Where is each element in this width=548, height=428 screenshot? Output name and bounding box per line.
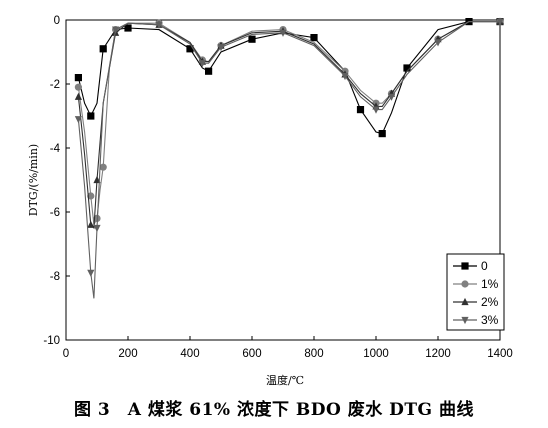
data-point-triangle-down	[155, 21, 163, 29]
plot-frame	[65, 19, 501, 341]
dtg-chart: 0 200 400 600 800 1000 1200 1400 0 -2 -4 -6 -8 -10 DT…	[27, 15, 513, 387]
data-point-square	[124, 24, 132, 32]
y-axis-label: DTG/(%/min)	[27, 144, 40, 216]
data-point-triangle-down	[74, 116, 82, 124]
y-tick-label: -6	[50, 207, 60, 219]
data-point-square	[356, 106, 365, 114]
data-point-square	[248, 35, 256, 43]
data-point-circle	[461, 280, 469, 288]
data-point-square	[87, 112, 95, 120]
y-tick-label: -2	[50, 79, 60, 91]
data-point-circle	[74, 83, 82, 91]
data-point-triangle-down	[496, 18, 504, 26]
data-point-square	[310, 34, 318, 42]
legend-box	[446, 253, 505, 331]
y-tick-label: -4	[50, 143, 61, 155]
data-point-triangle-up	[461, 297, 469, 306]
data-point-triangle-up	[74, 92, 82, 100]
legend-label: 0	[481, 259, 488, 273]
axes-layer: 0 200 400 600 800 1000 1200 1400 0 -2 -4 -6 -8 -10	[43, 15, 512, 360]
plot-border	[65, 19, 501, 341]
x-tick-label: 600	[242, 348, 261, 360]
data-point-triangle-down	[461, 316, 469, 325]
figure-caption: 图 3 A 煤浆 61% 浓度下 BDO 废水 DTG 曲线	[73, 400, 474, 420]
data-point-triangle-down	[341, 72, 349, 81]
x-tick-label: 0	[63, 348, 69, 360]
data-point-square	[99, 45, 107, 53]
data-point-triangle-down	[387, 93, 396, 101]
data-point-square	[205, 67, 213, 75]
data-point-square	[461, 262, 469, 270]
data-point-circle	[87, 192, 95, 200]
legend: 0 1% 2% 3%	[446, 253, 505, 331]
data-point-triangle-down	[217, 44, 225, 52]
legend-entry: 1%	[453, 277, 499, 291]
data-point-triangle-down	[434, 39, 442, 47]
series-4	[74, 18, 504, 299]
x-tick-label: 200	[118, 348, 137, 360]
data-point-triangle-down	[198, 60, 206, 68]
data-point-square	[403, 64, 411, 72]
x-tick-label: 1200	[425, 348, 451, 360]
series-line	[77, 21, 500, 135]
data-point-square	[186, 45, 194, 53]
y-tick-label: -10	[43, 335, 60, 347]
legend-label: 3%	[481, 313, 499, 327]
y-tick-label: -8	[50, 271, 60, 283]
series-line	[77, 21, 500, 299]
data-point-triangle-down	[93, 224, 101, 233]
series-layer	[74, 17, 504, 299]
series-2	[74, 18, 504, 227]
legend-entry: 2%	[453, 295, 499, 309]
y-tick-label: 0	[54, 15, 60, 27]
legend-entry: 0	[453, 259, 488, 273]
data-point-square	[74, 74, 82, 82]
data-point-triangle-down	[372, 106, 380, 114]
series-3	[74, 17, 504, 230]
x-tick-label: 400	[180, 348, 199, 360]
data-point-triangle-down	[279, 29, 287, 37]
legend-label: 1%	[481, 277, 499, 291]
data-point-triangle-down	[87, 269, 95, 277]
data-point-triangle-up	[87, 220, 95, 228]
legend-entry: 3%	[453, 313, 499, 327]
x-tick-label: 800	[304, 348, 323, 360]
x-tick-label: 1000	[363, 348, 389, 360]
x-axis-label: 温度/℃	[266, 373, 304, 387]
data-point-square	[378, 130, 386, 138]
x-tick-label: 1400	[487, 348, 513, 360]
series-line	[77, 21, 500, 230]
legend-label: 2%	[481, 295, 499, 309]
data-point-triangle-down	[112, 26, 120, 34]
data-point-circle	[99, 163, 107, 171]
series-line	[77, 21, 500, 227]
